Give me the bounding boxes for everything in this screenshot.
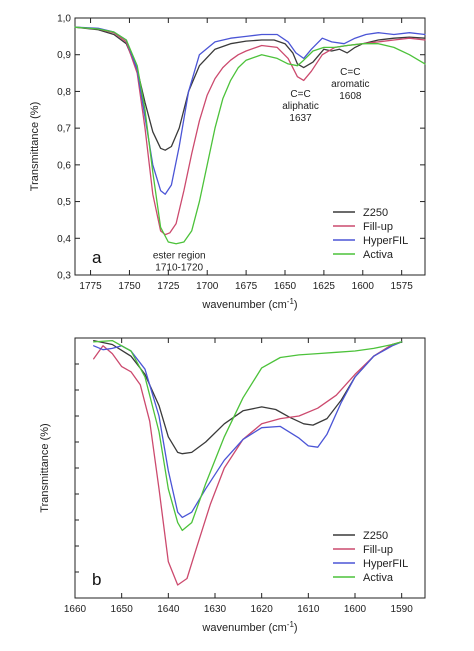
y-axis-label: Transmittance (%) xyxy=(39,423,51,512)
x-tick-label: 1625 xyxy=(313,281,336,292)
y-tick-label: 1,0 xyxy=(57,14,71,25)
annotation-text: C=C xyxy=(340,67,360,78)
x-tick-label: 1600 xyxy=(344,604,367,615)
series-line-fill-up xyxy=(93,341,403,586)
series-line-z250 xyxy=(93,339,403,455)
y-tick-label: 0,9 xyxy=(57,50,71,61)
x-tick-label: 1660 xyxy=(64,604,87,615)
x-tick-label: 1610 xyxy=(297,604,320,615)
y-axis-label: Transmittance (%) xyxy=(29,102,41,191)
annotation-text: ester region xyxy=(153,250,206,261)
plot-frame xyxy=(74,17,426,276)
x-axis-label-main: wavenumber (cm xyxy=(201,622,286,634)
x-tick-label: 1775 xyxy=(79,281,102,292)
legend-label: Fill-up xyxy=(363,221,393,233)
panel-b-chart: 1660 1650 1640 1630 1620 1610 1600 1590 wavenumb… xyxy=(39,337,426,634)
legend-label: Fill-up xyxy=(363,544,393,556)
y-tick-label: 0,3 xyxy=(57,271,71,282)
legend-label: Z250 xyxy=(363,207,388,219)
annotation-text: 1637 xyxy=(289,113,312,124)
x-tick-label: 1725 xyxy=(157,281,180,292)
annotation-text: 1710-1720 xyxy=(155,262,203,273)
series-line-activa xyxy=(93,339,403,532)
x-tick-label: 1590 xyxy=(391,604,414,615)
x-axis-label-sup: -1 xyxy=(287,620,295,629)
legend-label: HyperFIL xyxy=(363,558,408,570)
annotation-text: 1608 xyxy=(339,91,362,102)
y-tick-label: 0,8 xyxy=(57,87,71,98)
legend-label: Z250 xyxy=(363,530,388,542)
x-tick-label: 1650 xyxy=(274,281,297,292)
y-tick-label: 0,4 xyxy=(57,234,71,245)
legend-label: HyperFIL xyxy=(363,235,408,247)
panel-a-chart: 1775 1750 1725 1700 1675 1650 1625 1600 1575 0,3 0… xyxy=(29,14,426,311)
x-axis-label: wavenumber (cm-1) xyxy=(201,297,297,311)
x-tick-label: 1650 xyxy=(111,604,134,615)
x-axis-label-sup: -1 xyxy=(287,297,295,306)
y-tick-label: 0,5 xyxy=(57,197,71,208)
series-line-hyperfil xyxy=(74,26,426,195)
x-tick-label: 1675 xyxy=(235,281,258,292)
panel-label: a xyxy=(92,248,102,267)
x-tick-label: 1630 xyxy=(204,604,227,615)
y-tick-label: 0,6 xyxy=(57,160,71,171)
x-axis-label-end: ) xyxy=(294,299,298,311)
x-axis-label-end: ) xyxy=(294,622,298,634)
panel-label: b xyxy=(92,570,101,589)
series-line-z250 xyxy=(74,26,426,151)
x-tick-label: 1640 xyxy=(157,604,180,615)
x-tick-label: 1750 xyxy=(118,281,141,292)
x-tick-label: 1700 xyxy=(196,281,219,292)
x-tick-label: 1575 xyxy=(391,281,414,292)
x-tick-label: 1600 xyxy=(352,281,375,292)
series-line-activa xyxy=(74,26,426,245)
legend-label: Activa xyxy=(363,249,394,261)
legend-label: Activa xyxy=(363,572,394,584)
annotation-text: aromatic xyxy=(331,79,369,90)
annotation-text: C=C xyxy=(290,89,310,100)
x-tick-label: 1620 xyxy=(251,604,274,615)
annotation-text: aliphatic xyxy=(282,101,319,112)
y-tick-label: 0,7 xyxy=(57,124,71,135)
x-axis-label-main: wavenumber (cm xyxy=(201,299,286,311)
x-axis-label: wavenumber (cm-1) xyxy=(201,620,297,634)
